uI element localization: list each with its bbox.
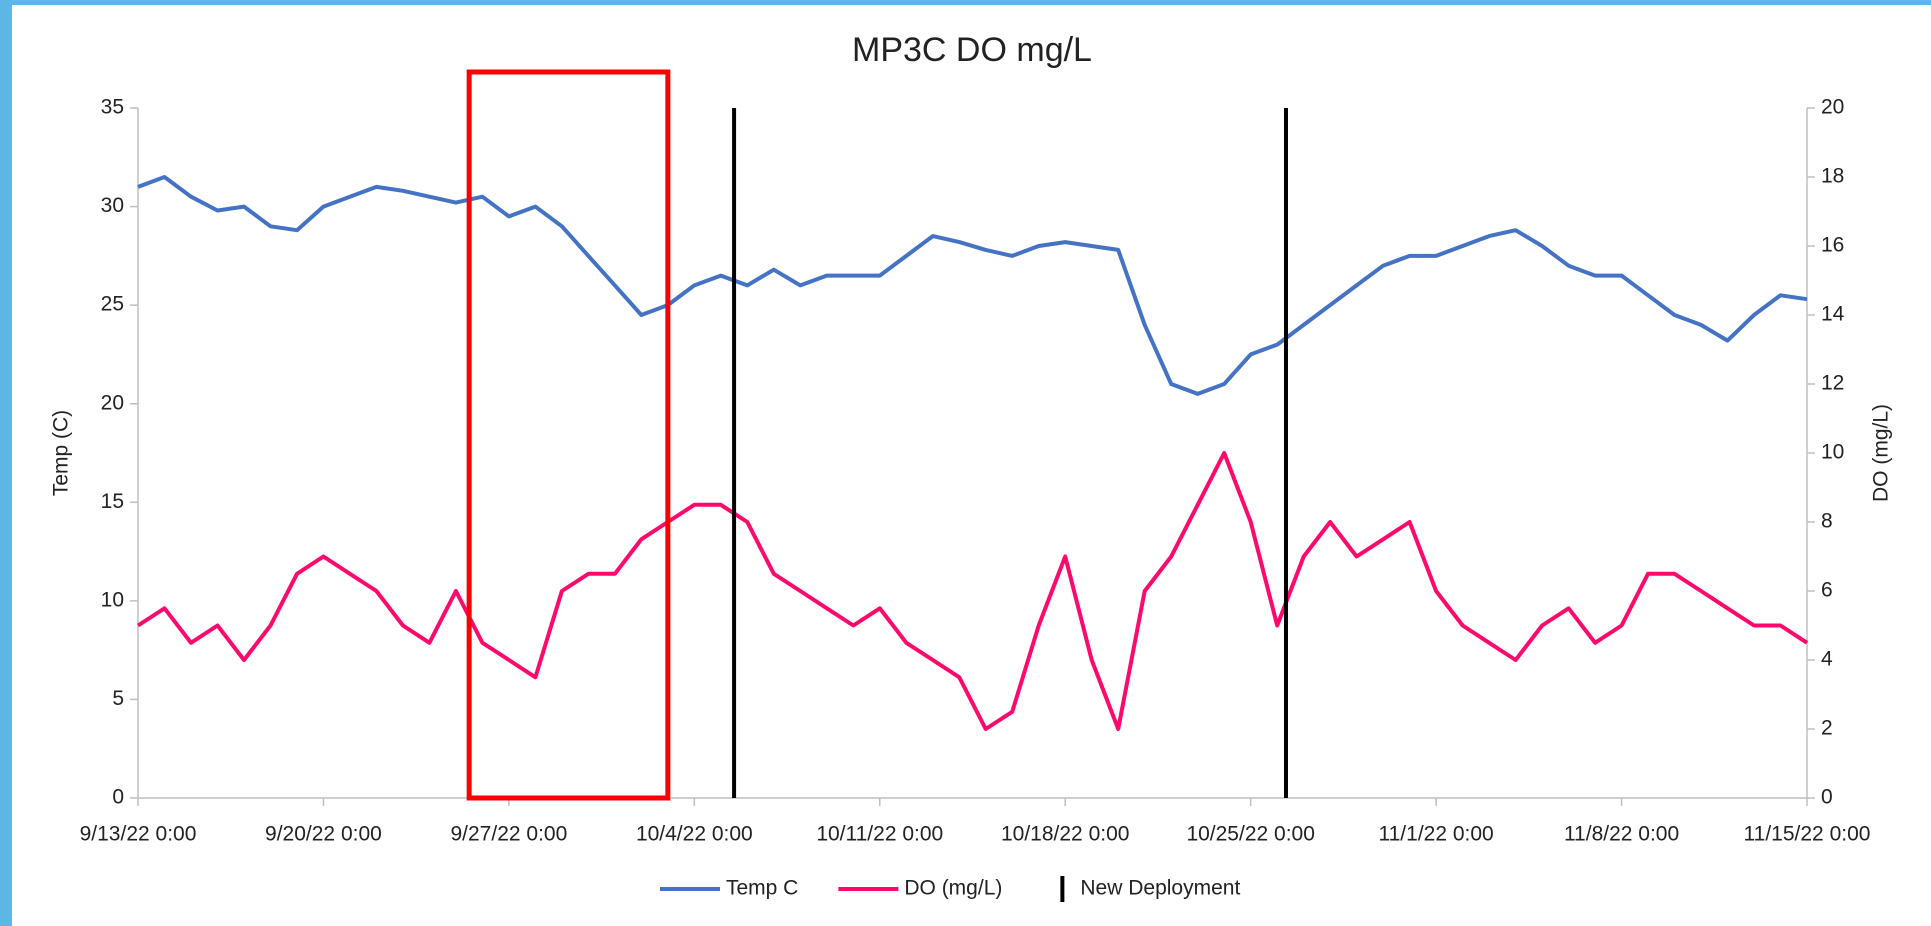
- y2-tick-label: 16: [1821, 234, 1844, 257]
- y-tick-label: 25: [101, 293, 124, 316]
- y2-tick-label: 14: [1821, 303, 1845, 326]
- x-tick-label: 11/8/22 0:00: [1564, 823, 1679, 846]
- y-tick-label: 35: [101, 96, 124, 119]
- x-tick-label: 10/25/22 0:00: [1186, 823, 1314, 846]
- y-tick-label: 15: [101, 490, 124, 513]
- legend-label: Temp C: [726, 877, 798, 900]
- y2-tick-label: 0: [1821, 786, 1833, 809]
- y-tick-label: 5: [112, 687, 124, 710]
- y2-axis-label: DO (mg/L): [1870, 404, 1893, 502]
- y-tick-label: 10: [101, 588, 124, 611]
- x-tick-label: 9/20/22 0:00: [265, 823, 382, 846]
- series-line: [136, 451, 1809, 731]
- x-tick-label: 10/18/22 0:00: [1001, 823, 1129, 846]
- x-tick-label: 9/27/22 0:00: [450, 823, 567, 846]
- legend-label: New Deployment: [1080, 877, 1240, 900]
- y2-tick-label: 12: [1821, 372, 1844, 395]
- y2-tick-label: 6: [1821, 579, 1833, 602]
- y2-tick-label: 18: [1821, 165, 1844, 188]
- y-tick-label: 20: [101, 391, 124, 414]
- y-tick-label: 0: [112, 786, 124, 809]
- y-tick-label: 30: [101, 194, 124, 217]
- x-tick-label: 9/13/22 0:00: [80, 823, 197, 846]
- x-tick-label: 10/11/22 0:00: [816, 823, 943, 846]
- x-tick-label: 11/15/22 0:00: [1744, 823, 1871, 846]
- x-tick-label: 10/4/22 0:00: [636, 823, 753, 846]
- y2-tick-label: 4: [1821, 648, 1833, 671]
- y2-tick-label: 10: [1821, 441, 1844, 464]
- series-line: [137, 175, 1808, 396]
- chart-title: MP3C DO mg/L: [852, 31, 1092, 69]
- y-axis-label: Temp (C): [50, 410, 73, 496]
- background: [12, 5, 1931, 926]
- y2-tick-label: 8: [1821, 510, 1833, 533]
- highlight-box: [466, 69, 671, 801]
- y2-tick-label: 20: [1821, 96, 1844, 119]
- legend-label: DO (mg/L): [904, 877, 1002, 900]
- y2-tick-label: 2: [1821, 717, 1833, 740]
- x-tick-label: 11/1/22 0:00: [1379, 823, 1494, 846]
